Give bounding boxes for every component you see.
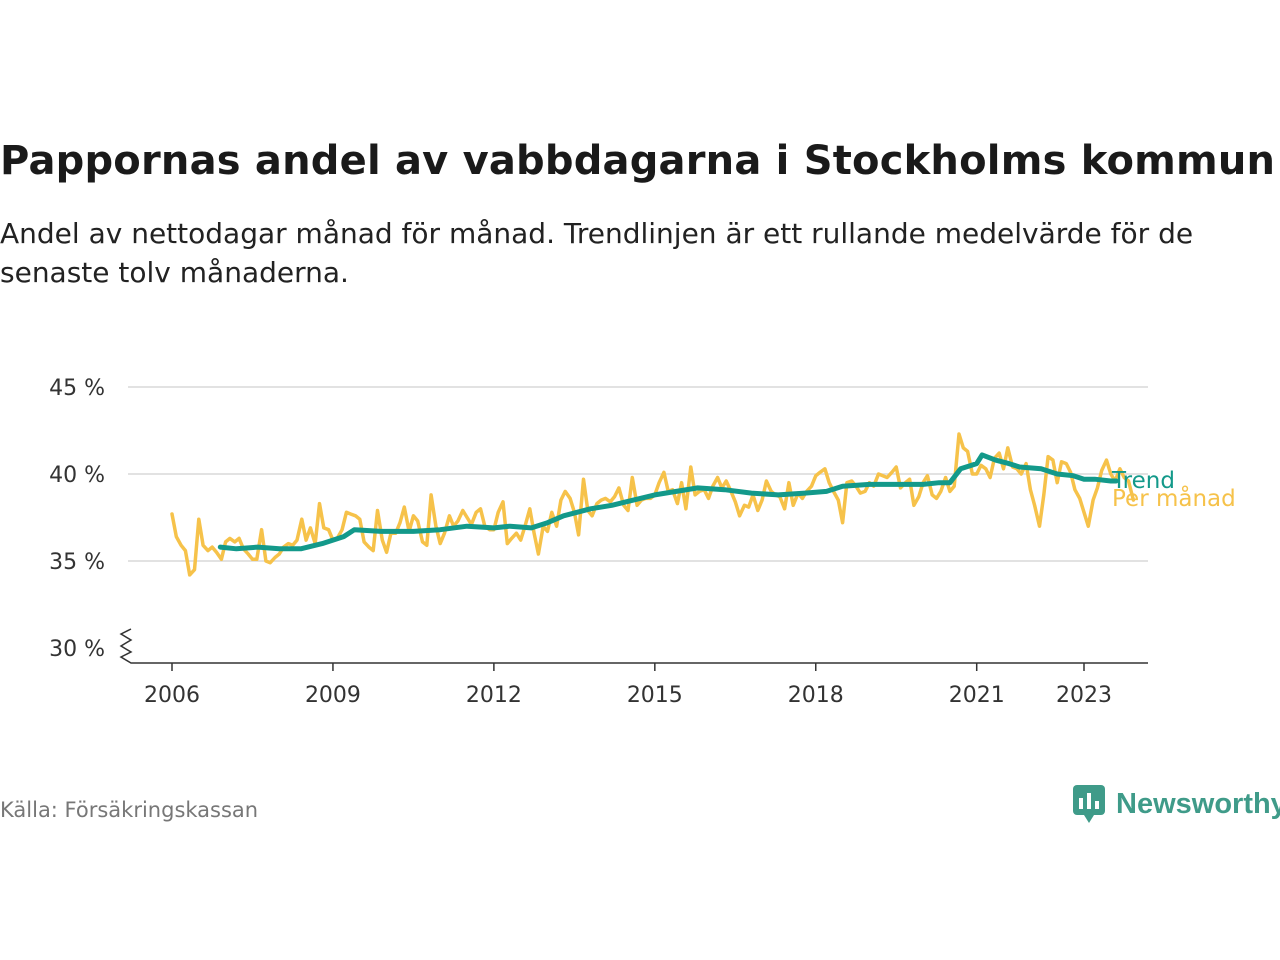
x-tick-label: 2023	[1056, 683, 1112, 708]
y-tick-label: 35 %	[49, 550, 105, 575]
brand-name: Newsworthy	[1116, 787, 1280, 820]
y-tick-label: 40 %	[49, 463, 105, 488]
grid-lines	[128, 386, 1148, 562]
y-tick-label: 45 %	[49, 376, 105, 401]
line-chart: 30 % 35 % 40 % 45 % 2006 2009 2012 2015 2018 202…	[49, 376, 1236, 708]
x-tick-label: 2012	[466, 683, 522, 708]
source-note: Källa: Försäkringskassan	[0, 798, 259, 822]
x-tick-label: 2009	[305, 683, 361, 708]
axis-break-icon	[119, 628, 140, 664]
x-tick-label: 2018	[788, 683, 844, 708]
chart-subtitle: Andel av nettodagar månad för månad. Tre…	[0, 217, 1194, 289]
x-tick-label: 2006	[144, 683, 200, 708]
chart-title: Pappornas andel av vabbdagarna i Stockho…	[0, 138, 1276, 184]
newsworthy-logo-icon	[1073, 785, 1105, 823]
y-axis-labels: 30 % 35 % 40 % 45 %	[49, 376, 105, 662]
series-lines	[170, 432, 1136, 577]
x-tick-label: 2015	[627, 683, 683, 708]
series-line-trend	[217, 452, 1119, 552]
x-axis-labels: 2006 2009 2012 2015 2018 2021 2023	[144, 683, 1112, 708]
newsworthy-logo[interactable]: Newsworthy	[1072, 784, 1280, 824]
y-tick-label: 30 %	[49, 637, 105, 662]
x-tick-label: 2021	[949, 683, 1005, 708]
series-label-per-manad: Per månad	[1112, 484, 1236, 512]
series-label-trend: Trend	[1111, 468, 1175, 494]
x-axis	[119, 628, 1148, 671]
